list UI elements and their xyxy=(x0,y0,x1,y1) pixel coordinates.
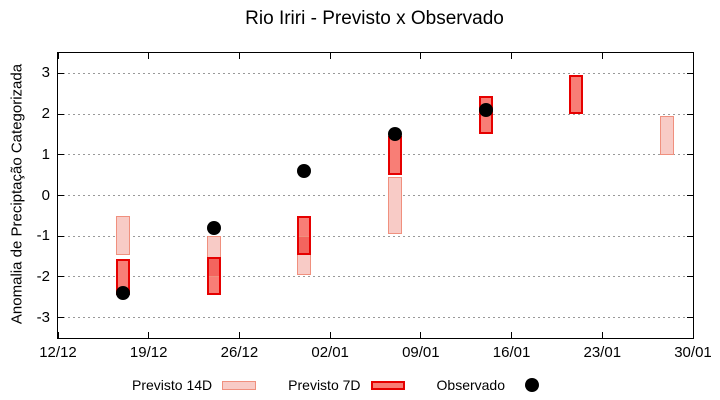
x-tick-bottom xyxy=(601,332,603,338)
legend: Previsto 14D Previsto 7D Observado xyxy=(132,376,549,394)
previsto-14d-bar xyxy=(660,116,675,155)
y-tick-left xyxy=(58,276,64,278)
previsto-14d-bar xyxy=(206,236,221,257)
y-gridline xyxy=(58,317,693,319)
y-tick-right xyxy=(687,195,693,196)
previsto-14d-border xyxy=(660,116,675,155)
y-tick-left xyxy=(58,235,64,237)
plot-area: 3 2 1 0 -1 -2 -3 12/12 19/12 26/12 02/01 09/01 16/01… xyxy=(37,52,712,361)
previsto-7d-border xyxy=(297,215,312,255)
y-gridline xyxy=(58,72,693,74)
legend-swatch-observado-wrap xyxy=(515,378,549,392)
legend-item-previsto-14d: Previsto 14D xyxy=(132,377,257,393)
y-gridline xyxy=(58,195,693,196)
x-tick-top xyxy=(511,53,513,59)
x-tick-bottom xyxy=(692,332,694,338)
observado-dot xyxy=(206,221,221,236)
y-tick-right xyxy=(687,72,693,74)
x-tick-bottom xyxy=(57,332,59,338)
previsto-14d-border xyxy=(115,215,130,255)
x-tick-bottom xyxy=(511,332,513,338)
y-tick-label: 3 xyxy=(41,64,50,82)
legend-swatch-previsto-14d xyxy=(222,380,257,390)
y-gridline xyxy=(58,235,693,237)
legend-swatch-previsto-7d xyxy=(370,380,405,390)
y-tick-label: -1 xyxy=(36,227,50,245)
y-tick-right xyxy=(687,113,693,115)
y-gridline xyxy=(58,276,693,278)
x-tick-label: 26/12 xyxy=(220,344,259,361)
x-tick-label: 23/01 xyxy=(583,344,622,361)
y-tick-right xyxy=(687,235,693,237)
previsto-7d-border xyxy=(478,95,493,135)
previsto-14d-bar xyxy=(297,254,312,275)
legend-label-previsto-7d: Previsto 7D xyxy=(288,377,361,393)
legend-label-observado: Observado xyxy=(436,377,505,393)
chart-title: Rio Iriri - Previsto x Observado xyxy=(245,8,504,29)
previsto-7d-bar xyxy=(569,75,584,115)
y-tick-left xyxy=(58,154,64,156)
x-tick-top xyxy=(57,53,59,59)
y-gridline xyxy=(58,154,693,156)
x-tick-top xyxy=(601,53,603,59)
y-tick-left xyxy=(58,113,64,115)
y-tick-right xyxy=(687,276,693,278)
y-tick-label: -2 xyxy=(36,267,50,285)
y-tick-right xyxy=(687,317,693,319)
x-tick-top xyxy=(148,53,150,59)
y-tick-left xyxy=(58,72,64,74)
y-tick-label: 1 xyxy=(41,145,50,163)
x-tick-top xyxy=(420,53,422,59)
x-tick-bottom xyxy=(329,332,331,338)
y-tick-label: -3 xyxy=(36,308,50,326)
x-tick-top xyxy=(692,53,694,59)
previsto-7d-border xyxy=(387,136,402,176)
previsto-7d-border xyxy=(206,256,221,296)
legend-label-previsto-14d: Previsto 14D xyxy=(132,377,213,393)
x-tick-label: 09/01 xyxy=(402,344,440,361)
previsto-7d-bar xyxy=(297,215,312,237)
y-tick-left xyxy=(58,317,64,319)
x-tick-bottom xyxy=(238,332,240,338)
observado-dot xyxy=(297,164,312,179)
y-tick-label: 0 xyxy=(41,186,50,204)
observado-dot xyxy=(478,103,493,117)
forecast-overlap-segment xyxy=(297,236,312,255)
y-tick-right xyxy=(687,154,693,156)
x-tick-label: 02/01 xyxy=(311,344,349,361)
x-tick-top xyxy=(329,53,331,59)
previsto-14d-border xyxy=(387,177,402,235)
previsto-7d-bar xyxy=(206,276,221,296)
x-tick-bottom xyxy=(420,332,422,338)
observado-dot xyxy=(387,127,402,142)
x-tick-label: 30/01 xyxy=(674,344,712,361)
previsto-7d-bar xyxy=(115,258,130,296)
x-tick-label: 19/12 xyxy=(129,344,168,361)
legend-item-previsto-7d: Previsto 7D xyxy=(288,377,405,393)
x-tick-label: 16/01 xyxy=(492,344,531,361)
y-tick-label: 2 xyxy=(41,105,50,123)
previsto-14d-border xyxy=(297,236,312,275)
y-gridline xyxy=(58,113,693,115)
observado-dot xyxy=(115,286,130,301)
x-tick-top xyxy=(238,53,240,59)
x-tick-bottom xyxy=(148,332,150,338)
x-tick-label: 12/12 xyxy=(39,344,77,361)
previsto-14d-border xyxy=(206,236,221,277)
previsto-7d-border xyxy=(569,75,584,115)
previsto-14d-bar xyxy=(115,215,130,255)
previsto-7d-bar xyxy=(387,136,402,176)
legend-item-observado: Observado xyxy=(437,377,549,393)
observado-dot-icon xyxy=(525,378,539,392)
forecast-overlap-segment xyxy=(206,256,221,277)
previsto-14d-bar xyxy=(387,177,402,235)
y-tick-left xyxy=(58,195,64,196)
